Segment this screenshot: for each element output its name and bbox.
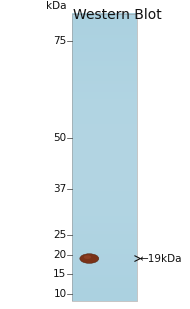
Text: 15: 15 bbox=[53, 269, 66, 279]
Text: ←19kDa: ←19kDa bbox=[140, 254, 182, 264]
Ellipse shape bbox=[84, 255, 91, 259]
Text: 25: 25 bbox=[53, 230, 66, 240]
Ellipse shape bbox=[80, 254, 99, 263]
Text: 50: 50 bbox=[53, 133, 66, 143]
Bar bbox=[72, 14, 137, 301]
Text: 20: 20 bbox=[53, 250, 66, 260]
Text: kDa: kDa bbox=[46, 1, 66, 11]
Text: Western Blot: Western Blot bbox=[73, 8, 162, 22]
Text: 37: 37 bbox=[53, 184, 66, 194]
Text: 75: 75 bbox=[53, 36, 66, 46]
Text: 10: 10 bbox=[53, 289, 66, 298]
